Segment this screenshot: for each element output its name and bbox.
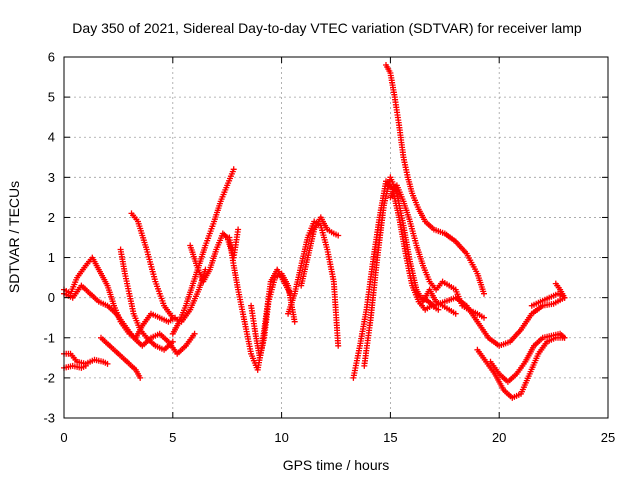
series-markers bbox=[487, 330, 568, 385]
series-markers bbox=[169, 166, 237, 337]
x-tick-label: 20 bbox=[492, 430, 506, 445]
data-series bbox=[61, 62, 568, 401]
series-markers bbox=[552, 280, 568, 301]
series-arc-16 bbox=[383, 62, 487, 297]
x-tick-label: 15 bbox=[383, 430, 397, 445]
x-tick-label: 25 bbox=[601, 430, 615, 445]
y-tick-label: -1 bbox=[43, 330, 55, 345]
x-tick-label: 5 bbox=[169, 430, 176, 445]
y-tick-label: 2 bbox=[48, 210, 55, 225]
series-markers bbox=[248, 270, 298, 361]
chart-title: Day 350 of 2021, Sidereal Day-to-day VTE… bbox=[72, 20, 582, 36]
series-markers bbox=[98, 334, 144, 381]
y-tick-label: -3 bbox=[43, 411, 55, 426]
y-tick-label: -2 bbox=[43, 370, 55, 385]
series-path bbox=[287, 220, 339, 346]
plot-frame bbox=[63, 56, 609, 419]
x-tick-label: 0 bbox=[60, 430, 67, 445]
series-arc-18 bbox=[420, 294, 568, 349]
y-axis-label: SDTVAR / TECUs bbox=[6, 181, 22, 293]
y-tick-label: 1 bbox=[48, 250, 55, 265]
series-arc-8 bbox=[169, 166, 237, 337]
x-axis-label: GPS time / hours bbox=[283, 457, 390, 473]
series-arc-5 bbox=[98, 334, 144, 381]
x-tick-label: 10 bbox=[274, 430, 288, 445]
series-arc-12 bbox=[285, 218, 342, 349]
series-markers bbox=[361, 174, 459, 369]
series-arc-4 bbox=[61, 362, 89, 371]
series-markers bbox=[420, 294, 568, 349]
series-arc-19 bbox=[474, 334, 568, 401]
series-arc-6 bbox=[117, 246, 176, 353]
series-markers bbox=[117, 246, 176, 353]
series-markers bbox=[474, 334, 568, 401]
y-tick-label: 0 bbox=[48, 290, 55, 305]
axis-ticks: -3 -2 -1 0 1 2 3 4 5 6 0 5 10 15 20 25 bbox=[43, 50, 615, 446]
series-markers bbox=[285, 218, 342, 349]
y-tick-label: 5 bbox=[48, 90, 55, 105]
series-arc-13 bbox=[298, 214, 342, 289]
series-arc-22 bbox=[552, 280, 568, 301]
series-markers bbox=[383, 62, 487, 297]
y-tick-label: 4 bbox=[48, 130, 55, 145]
y-tick-label: 3 bbox=[48, 170, 55, 185]
y-tick-label: 6 bbox=[48, 50, 55, 65]
series-arc-20 bbox=[487, 330, 568, 385]
series-arc-11 bbox=[248, 270, 298, 361]
series-markers bbox=[298, 214, 342, 289]
